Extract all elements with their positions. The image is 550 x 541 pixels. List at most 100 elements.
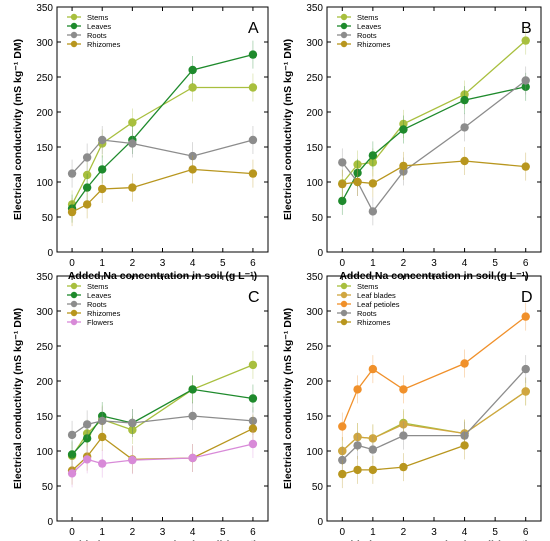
series-line-stems: [71, 86, 253, 205]
y-tick-label: 100: [36, 178, 53, 189]
data-point: [128, 139, 137, 148]
y-tick-label: 50: [42, 482, 54, 493]
legend-label: Roots: [87, 31, 107, 40]
x-tick-label: 1: [99, 527, 105, 538]
x-tick-label: 5: [492, 527, 498, 538]
y-tick-label: 250: [306, 73, 323, 84]
legend-marker: [70, 300, 78, 308]
y-tick-label: 250: [36, 342, 53, 353]
data-point: [248, 416, 258, 426]
data-point: [399, 125, 408, 134]
data-point: [399, 462, 408, 472]
series-line-leaf-blades: [341, 390, 527, 452]
legend-marker: [340, 291, 348, 299]
y-tick-label: 0: [317, 248, 323, 259]
data-point: [98, 165, 107, 174]
y-axis-label: Electrical conductivity (mS kg⁻¹ DM): [282, 39, 294, 220]
legend-label: Stems: [357, 282, 379, 291]
data-point: [82, 200, 92, 209]
data-point: [521, 364, 530, 374]
y-axis-label: Electrical conductivity (mS kg⁻¹ DM): [282, 308, 294, 489]
legend-marker: [340, 13, 348, 21]
data-point: [460, 441, 469, 450]
data-point: [98, 184, 107, 194]
y-tick-label: 150: [36, 143, 53, 154]
data-point: [521, 82, 530, 92]
data-point: [188, 83, 197, 92]
y-tick-label: 300: [306, 38, 323, 49]
x-tick-label: 6: [523, 258, 529, 269]
legend-label: Stems: [357, 13, 379, 22]
x-tick-label: 6: [250, 258, 256, 269]
y-tick-label: 50: [312, 482, 324, 493]
data-point: [67, 207, 77, 217]
legend-label: Roots: [87, 300, 107, 309]
data-point: [353, 168, 362, 178]
x-axis-label: Added Na concentration in soil (g L⁻¹): [68, 539, 257, 541]
data-point: [521, 162, 530, 171]
legend-label: Leaf blades: [357, 291, 396, 300]
legend-label: Leaf petioles: [357, 300, 400, 309]
y-tick-label: 150: [306, 412, 323, 423]
y-tick-label: 300: [36, 38, 53, 49]
x-tick-label: 3: [431, 258, 437, 269]
data-point: [353, 385, 362, 394]
data-point: [460, 359, 469, 368]
x-tick-label: 4: [462, 258, 468, 269]
data-point: [368, 179, 378, 188]
legend-label: Rhizomes: [87, 40, 121, 49]
legend-marker: [70, 291, 78, 299]
data-point: [67, 469, 77, 478]
legend-marker: [70, 318, 78, 326]
x-tick-label: 5: [220, 527, 226, 538]
data-point: [399, 420, 408, 429]
data-point: [128, 418, 137, 428]
series-line-roots: [341, 368, 527, 461]
x-tick-label: 4: [190, 258, 196, 269]
data-point: [338, 422, 347, 431]
x-tick-label: 6: [250, 527, 256, 538]
x-tick-label: 5: [220, 258, 226, 269]
data-point: [98, 416, 107, 426]
data-point: [460, 431, 469, 440]
x-tick-label: 3: [160, 527, 166, 538]
y-tick-label: 100: [306, 447, 323, 458]
y-tick-label: 250: [36, 73, 53, 84]
y-tick-label: 350: [36, 272, 53, 283]
data-point: [248, 394, 258, 403]
y-tick-label: 0: [47, 248, 53, 259]
x-tick-label: 2: [401, 258, 407, 269]
y-tick-label: 200: [306, 377, 323, 388]
data-point: [188, 65, 197, 75]
data-point: [82, 455, 92, 464]
data-point: [353, 432, 362, 442]
x-tick-label: 0: [340, 527, 346, 538]
data-point: [67, 430, 77, 440]
x-axis-label: Added Na concentration in soil (g L⁻¹): [339, 539, 528, 541]
x-tick-label: 3: [431, 527, 437, 538]
data-point: [82, 170, 92, 180]
series-line-leaves: [341, 86, 526, 202]
x-tick-label: 4: [190, 527, 196, 538]
series-line-stems: [341, 390, 527, 452]
y-tick-label: 350: [306, 272, 323, 283]
x-tick-label: 2: [130, 258, 136, 269]
y-tick-label: 350: [36, 3, 53, 14]
y-tick-label: 100: [306, 178, 323, 189]
x-tick-label: 5: [492, 258, 498, 269]
x-tick-label: 1: [370, 527, 376, 538]
y-tick-label: 200: [36, 377, 53, 388]
data-point: [128, 425, 137, 435]
data-point: [521, 387, 530, 396]
data-point: [188, 385, 197, 394]
y-tick-label: 200: [36, 108, 53, 119]
y-tick-label: 100: [36, 447, 53, 458]
y-tick-label: 200: [306, 108, 323, 119]
data-point: [128, 118, 137, 127]
legend-label: Stems: [87, 13, 109, 22]
y-tick-label: 50: [42, 213, 54, 224]
data-point: [338, 196, 347, 206]
